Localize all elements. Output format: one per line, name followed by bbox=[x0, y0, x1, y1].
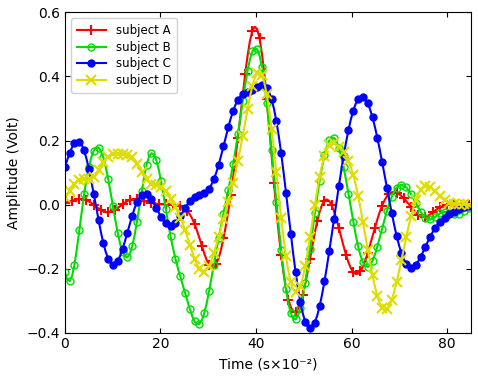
subject C bbox=[430, 230, 435, 234]
subject C bbox=[261, 84, 267, 88]
subject C bbox=[259, 83, 265, 88]
subject B bbox=[120, 250, 125, 254]
Line: subject A: subject A bbox=[60, 22, 476, 316]
subject A bbox=[293, 309, 298, 314]
subject A bbox=[120, 202, 125, 206]
Legend: subject A, subject B, subject C, subject D: subject A, subject B, subject C, subject… bbox=[71, 19, 177, 93]
subject C bbox=[62, 165, 68, 169]
subject D bbox=[213, 243, 219, 247]
subject D bbox=[257, 70, 262, 74]
subject B bbox=[252, 46, 258, 50]
Line: subject B: subject B bbox=[61, 44, 475, 328]
subject C bbox=[120, 247, 125, 251]
subject D bbox=[468, 202, 474, 207]
subject C bbox=[257, 84, 262, 88]
subject D bbox=[278, 215, 284, 220]
subject A bbox=[261, 72, 267, 77]
subject B bbox=[468, 205, 474, 209]
subject C bbox=[278, 151, 284, 156]
subject B bbox=[281, 269, 286, 274]
subject C bbox=[468, 203, 474, 208]
subject A bbox=[213, 262, 219, 266]
Line: subject C: subject C bbox=[61, 82, 475, 332]
subject B bbox=[261, 81, 267, 85]
subject D bbox=[259, 73, 265, 77]
subject A bbox=[430, 210, 435, 215]
subject D bbox=[430, 187, 435, 191]
Line: subject D: subject D bbox=[60, 67, 476, 314]
subject C bbox=[307, 326, 313, 330]
subject D bbox=[62, 195, 68, 200]
subject A bbox=[252, 25, 258, 29]
subject A bbox=[62, 200, 68, 205]
X-axis label: Time (s×10⁻²): Time (s×10⁻²) bbox=[219, 357, 317, 371]
subject D bbox=[261, 81, 267, 85]
subject D bbox=[120, 152, 125, 156]
subject B bbox=[62, 270, 68, 274]
subject B bbox=[194, 322, 200, 327]
subject A bbox=[278, 253, 284, 258]
subject A bbox=[468, 202, 474, 207]
subject D bbox=[381, 308, 387, 312]
Y-axis label: Amplitude (Volt): Amplitude (Volt) bbox=[7, 116, 21, 229]
subject C bbox=[213, 170, 219, 175]
subject B bbox=[430, 216, 435, 221]
subject A bbox=[259, 51, 265, 56]
subject B bbox=[216, 235, 222, 240]
subject B bbox=[264, 101, 270, 105]
